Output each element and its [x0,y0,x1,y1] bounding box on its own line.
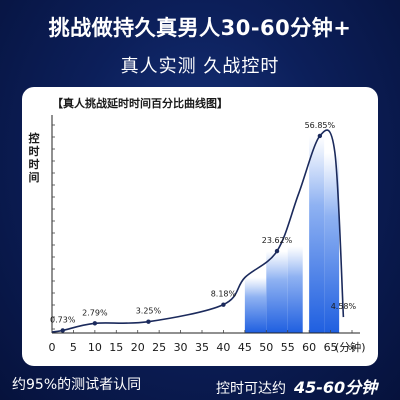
footer-left-text: 约95%的测试者认同 [12,374,141,394]
x-axis-label: (分钟) [335,340,366,354]
x-tick-label: 20 [131,341,145,354]
data-label: 4.58% [331,302,357,311]
data-point [221,302,225,306]
y-axis-label-char: 间 [29,171,40,184]
x-tick-label: 55 [281,341,295,354]
data-label: 23.62% [262,236,293,245]
headline: 挑战做持久真男人30-60分钟+ [0,12,400,42]
subheadline: 真人实测 久战控时 [0,52,400,78]
x-tick-label: 60 [302,341,316,354]
bar-1 [266,251,287,333]
bar-2 [288,246,303,333]
footer-right: 控时可达约 45-60分钟 [216,374,377,398]
bar-3 [309,136,324,333]
bar-group [245,136,339,333]
footer-right-text: 控时可达约 [216,381,286,397]
data-label: 2.79% [82,308,108,317]
bar-0 [245,278,266,333]
x-tick-label: 45 [238,341,252,354]
x-tick-label: 35 [195,341,209,354]
x-tick-label: 15 [109,341,123,354]
data-point [61,328,65,332]
data-label: 3.25% [136,307,162,316]
x-tick-label: 50 [259,341,273,354]
y-axis-label-char: 控 [29,131,40,145]
data-point [93,321,97,325]
x-tick-labels: 0 5 10 15 20 25 30 35 40 45 50 55 60 65 ∞ [49,341,357,354]
x-tick-label: 10 [88,341,102,354]
x-tick-label: 25 [152,341,166,354]
x-tick-label: 40 [216,341,230,354]
x-tick-label: 5 [70,341,77,354]
footer-emphasis: 45-60分钟 [294,378,377,397]
data-point [318,134,322,138]
y-axis-label-char: 时 [29,144,40,158]
data-label: 56.85% [305,121,336,130]
data-label: 8.18% [211,290,237,299]
y-axis-label-char: 时 [29,157,40,171]
data-point [275,249,279,253]
x-tick-label: 0 [49,341,56,354]
chart-card: 【真人挑战延时时间百分比曲线图】 控时时间 0.73% 2.79% 3.25% 8.1… [22,87,378,366]
chart-title: 【真人挑战延时时间百分比曲线图】 [52,96,228,110]
data-label: 0.73% [50,315,76,324]
data-point [146,320,150,324]
x-tick-label: 30 [174,341,188,354]
